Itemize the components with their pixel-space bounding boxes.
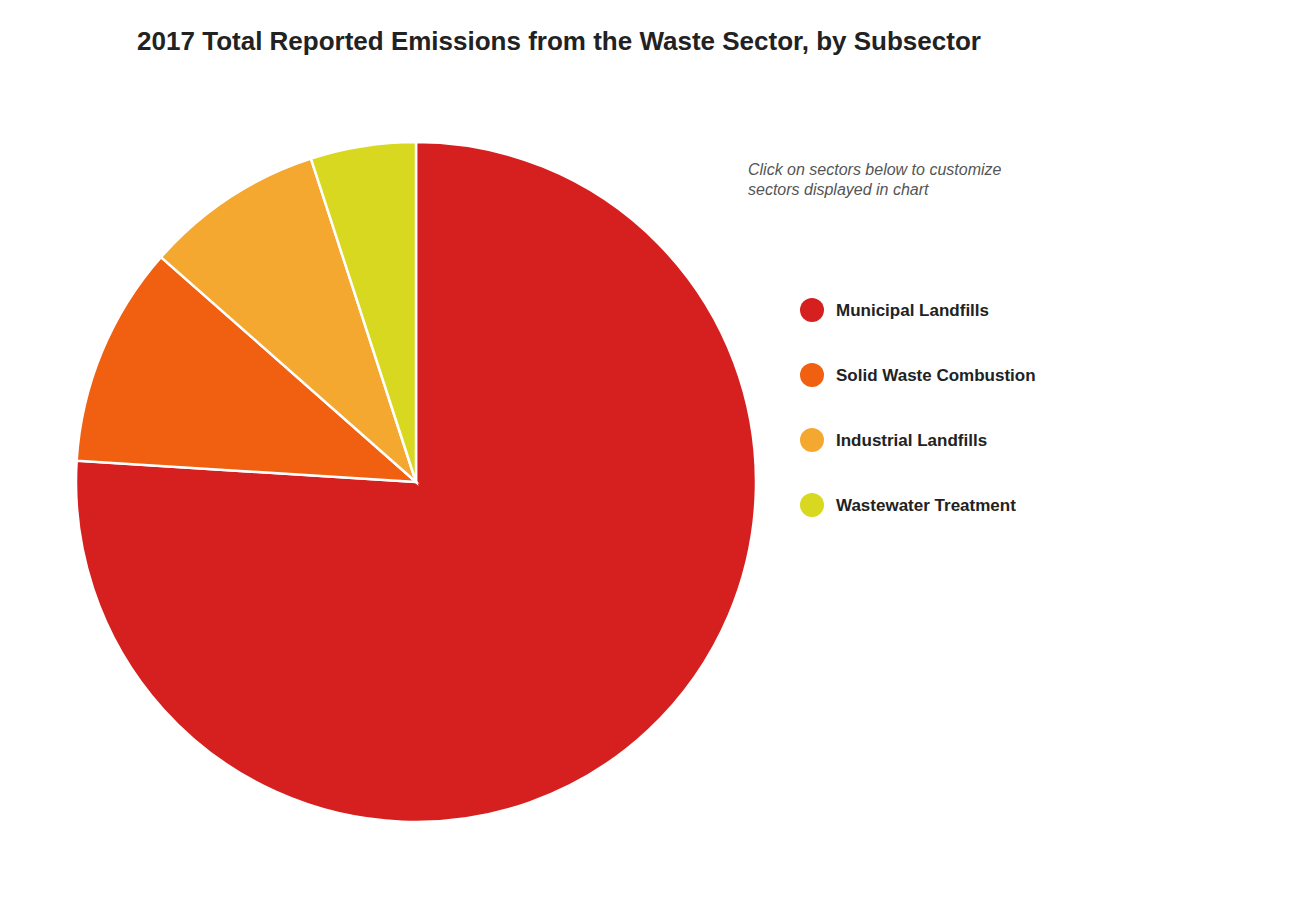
legend-item: Municipal Landfills bbox=[800, 298, 989, 322]
legend-swatch bbox=[800, 493, 824, 517]
legend-swatch bbox=[800, 363, 824, 387]
legend-item: Wastewater Treatment bbox=[800, 493, 1016, 517]
legend-item: Industrial Landfills bbox=[800, 428, 987, 452]
legend: Municipal Landfills Solid Waste Combustio… bbox=[800, 298, 1036, 517]
legend-label: Solid Waste Combustion bbox=[836, 366, 1036, 385]
chart-container: 2017 Total Reported Emissions from the W… bbox=[0, 0, 1300, 900]
pie bbox=[76, 142, 756, 822]
legend-swatch bbox=[800, 298, 824, 322]
legend-item: Solid Waste Combustion bbox=[800, 363, 1036, 387]
pie-slice bbox=[76, 142, 756, 822]
legend-label: Wastewater Treatment bbox=[836, 496, 1016, 515]
annotation: Click on sectors below to customizesecto… bbox=[748, 161, 1002, 198]
legend-swatch bbox=[800, 428, 824, 452]
legend-label: Industrial Landfills bbox=[836, 431, 987, 450]
title: 2017 Total Reported Emissions from the W… bbox=[137, 26, 981, 56]
legend-label: Municipal Landfills bbox=[836, 301, 989, 320]
chart-svg: 2017 Total Reported Emissions from the W… bbox=[0, 0, 1300, 900]
pie-slice bbox=[311, 142, 416, 482]
